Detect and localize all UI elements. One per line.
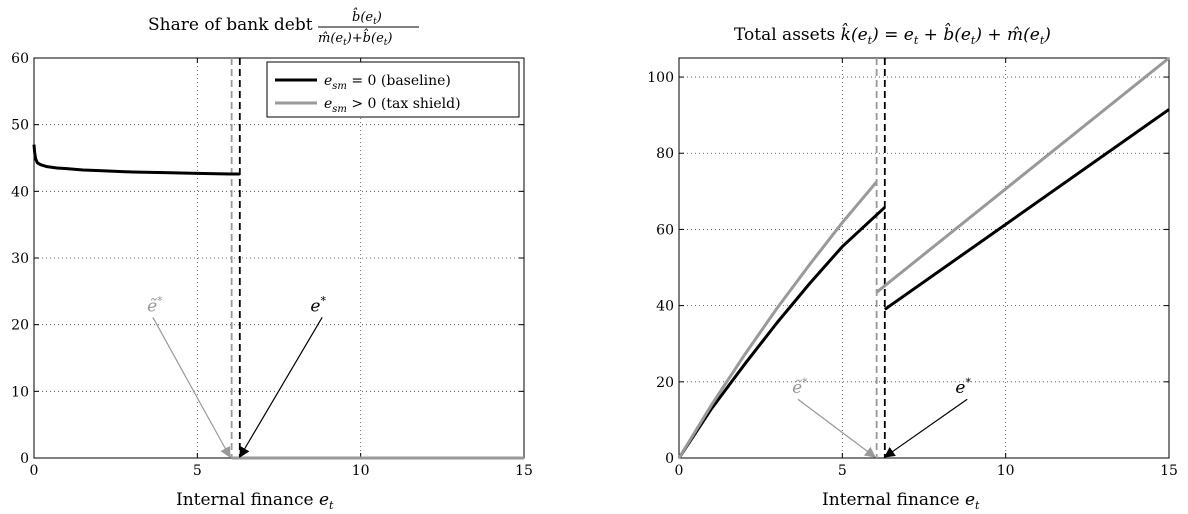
series bbox=[32, 144, 524, 460]
grid bbox=[34, 58, 524, 458]
series-line-baseline bbox=[32, 144, 240, 176]
y-tick-label: 50 bbox=[11, 118, 29, 134]
x-axis-label: Internal finance et bbox=[176, 490, 334, 512]
series-line-tax-shield bbox=[875, 56, 1170, 294]
ticks: 0 5 10 15 0 20 40 60 80 100 bbox=[647, 58, 1178, 479]
chart-title: Total assets k̂(et) = et + b̂(et) + m̂(e… bbox=[734, 23, 1051, 47]
annotations: ẽ* e* bbox=[792, 376, 971, 458]
plot-frame bbox=[678, 57, 1170, 459]
x-tick-label: 15 bbox=[515, 463, 533, 479]
x-tick-label: 10 bbox=[997, 463, 1015, 479]
annotation-arrow bbox=[239, 317, 323, 458]
bank-debt-share-chart: 0 5 10 15 0 10 20 30 40 50 60 ẽ* e* Share of bank d… bbox=[11, 7, 533, 512]
title-prefix: Share of bank debt bbox=[148, 15, 313, 35]
y-tick-label: 40 bbox=[11, 184, 29, 200]
y-tick-label: 0 bbox=[665, 451, 674, 467]
legend-label-baseline: esm = 0 (baseline) bbox=[324, 73, 451, 92]
y-tick-label: 60 bbox=[656, 222, 674, 238]
y-tick-label: 20 bbox=[656, 375, 674, 391]
annotation-label: ẽ* bbox=[147, 294, 163, 316]
y-tick-label: 80 bbox=[656, 146, 674, 162]
y-tick-label: 0 bbox=[20, 451, 29, 467]
threshold-lines bbox=[875, 58, 886, 458]
y-tick-label: 60 bbox=[11, 51, 29, 67]
x-tick-label: 5 bbox=[838, 463, 847, 479]
x-tick-label: 0 bbox=[675, 463, 684, 479]
y-tick-label: 40 bbox=[656, 299, 674, 315]
y-tick-label: 20 bbox=[11, 318, 29, 334]
y-tick-label: 30 bbox=[11, 251, 29, 267]
title-numerator: b̂(et) bbox=[352, 7, 382, 27]
annotations: ẽ* e* bbox=[147, 294, 326, 458]
threshold-lines bbox=[230, 58, 241, 458]
series-line-tax-shield bbox=[677, 180, 878, 459]
title-fraction: b̂(et) m̂(et)+b̂(et) bbox=[318, 7, 419, 48]
title-denominator: m̂(et)+b̂(et) bbox=[318, 28, 392, 48]
annotation-arrow bbox=[883, 398, 968, 458]
annotation-label: e* bbox=[955, 376, 971, 398]
annotation-label: ẽ* bbox=[792, 376, 808, 398]
legend-label-tax-shield: esm > 0 (tax shield) bbox=[324, 96, 461, 115]
total-assets-chart: 0 5 10 15 0 20 40 60 80 100 ẽ* e* Total assets k̂(… bbox=[647, 23, 1178, 512]
x-tick-label: 0 bbox=[30, 463, 39, 479]
series-line-baseline bbox=[677, 206, 886, 459]
x-axis-label: Internal finance et bbox=[822, 490, 980, 512]
ticks: 0 5 10 15 0 10 20 30 40 50 60 bbox=[11, 51, 533, 479]
y-tick-label: 10 bbox=[11, 384, 29, 400]
y-tick-label: 100 bbox=[647, 70, 674, 86]
series bbox=[677, 56, 1170, 459]
series-line-baseline bbox=[883, 108, 1170, 311]
annotation-arrow bbox=[797, 398, 876, 458]
x-tick-label: 15 bbox=[1160, 463, 1178, 479]
annotation-label: e* bbox=[310, 294, 326, 316]
grid bbox=[679, 58, 1169, 458]
legend: esm = 0 (baseline) esm > 0 (tax shield) bbox=[266, 61, 520, 118]
chart-title: Share of bank debt b̂(et) m̂(et)+b̂(et) bbox=[148, 7, 419, 48]
x-tick-label: 10 bbox=[352, 463, 370, 479]
x-tick-label: 5 bbox=[193, 463, 202, 479]
annotation-arrow bbox=[152, 317, 231, 458]
legend-box bbox=[266, 61, 520, 118]
